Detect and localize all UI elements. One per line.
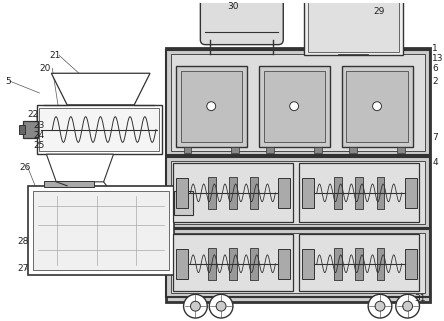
Bar (250, 248, 258, 280)
Bar (173, 163, 293, 222)
Bar (181, 71, 242, 142)
Bar (250, 177, 258, 209)
Bar (40, 108, 159, 151)
Text: 1: 1 (432, 44, 438, 53)
Bar (266, 147, 274, 152)
Bar (171, 232, 425, 293)
Bar (334, 248, 342, 280)
Bar (44, 181, 94, 187)
Bar (341, 66, 412, 147)
Text: 23: 23 (34, 121, 45, 130)
Bar (264, 71, 325, 142)
Text: 21: 21 (49, 51, 61, 60)
Circle shape (190, 301, 200, 311)
Bar (176, 249, 187, 279)
Text: 22: 22 (28, 110, 39, 119)
Text: 31: 31 (415, 294, 426, 303)
Circle shape (396, 294, 420, 318)
Text: 29: 29 (373, 6, 385, 16)
Bar (304, 0, 403, 56)
Bar (166, 48, 430, 302)
FancyBboxPatch shape (200, 0, 283, 45)
Bar (171, 53, 425, 297)
Text: 4: 4 (432, 158, 438, 167)
Bar (299, 234, 420, 291)
Circle shape (207, 102, 216, 111)
Bar (166, 50, 430, 154)
Bar (404, 249, 416, 279)
Circle shape (216, 301, 226, 311)
Circle shape (403, 301, 412, 311)
Bar (166, 157, 430, 229)
Bar (302, 249, 314, 279)
Bar (278, 178, 290, 208)
Bar (28, 186, 174, 274)
Bar (208, 248, 216, 280)
Circle shape (183, 294, 207, 318)
Text: 7: 7 (432, 133, 438, 142)
Text: 6: 6 (432, 64, 438, 73)
Text: 27: 27 (18, 264, 29, 273)
Bar (278, 249, 290, 279)
Text: 2: 2 (432, 77, 438, 86)
Bar (314, 147, 322, 152)
Text: 20: 20 (40, 64, 51, 73)
Polygon shape (46, 154, 114, 182)
Text: 24: 24 (34, 131, 45, 140)
Text: 28: 28 (18, 237, 29, 246)
Text: 30: 30 (227, 2, 238, 11)
Circle shape (368, 294, 392, 318)
Polygon shape (52, 73, 150, 105)
Bar (355, 177, 363, 209)
Bar (349, 147, 357, 152)
Bar (231, 147, 239, 152)
Bar (302, 178, 314, 208)
Bar (174, 191, 194, 215)
Text: 25: 25 (34, 141, 45, 150)
Bar (397, 147, 404, 152)
Bar (173, 234, 293, 291)
Bar (166, 229, 430, 297)
Bar (36, 105, 162, 154)
Bar (176, 178, 187, 208)
Bar (23, 121, 39, 138)
Bar (355, 248, 363, 280)
Bar (176, 66, 247, 147)
Bar (32, 191, 169, 270)
Text: 13: 13 (432, 54, 444, 63)
Bar (346, 71, 408, 142)
Circle shape (375, 301, 385, 311)
Bar (229, 177, 237, 209)
Bar (208, 177, 216, 209)
Bar (171, 54, 425, 151)
Bar (299, 163, 420, 222)
Bar (183, 147, 191, 152)
Circle shape (209, 294, 233, 318)
Bar (229, 248, 237, 280)
Circle shape (289, 102, 298, 111)
Bar (377, 248, 385, 280)
Bar (334, 177, 342, 209)
Bar (171, 161, 425, 224)
Bar (258, 66, 329, 147)
Bar (377, 177, 385, 209)
Bar (19, 125, 25, 134)
Circle shape (373, 102, 381, 111)
Text: 26: 26 (20, 162, 31, 171)
Text: 5: 5 (5, 77, 11, 86)
Bar (308, 2, 399, 52)
Bar (404, 178, 416, 208)
